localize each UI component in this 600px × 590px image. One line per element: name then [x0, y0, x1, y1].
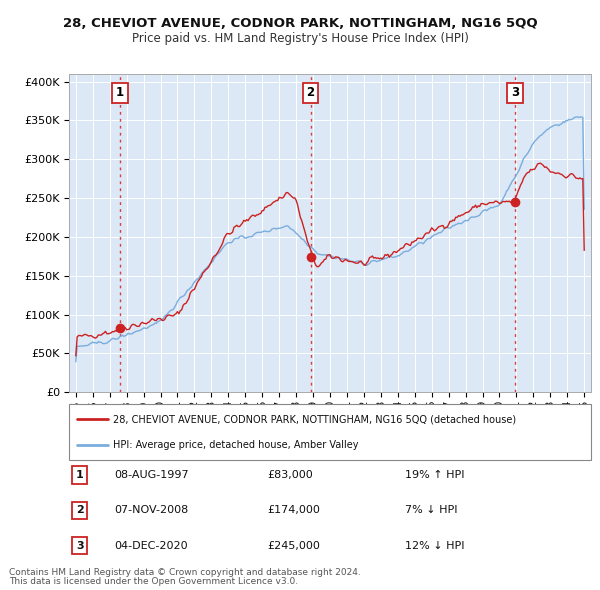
Text: £245,000: £245,000 — [267, 541, 320, 550]
Text: Price paid vs. HM Land Registry's House Price Index (HPI): Price paid vs. HM Land Registry's House … — [131, 32, 469, 45]
Text: 08-AUG-1997: 08-AUG-1997 — [114, 470, 188, 480]
Text: 28, CHEVIOT AVENUE, CODNOR PARK, NOTTINGHAM, NG16 5QQ (detached house): 28, CHEVIOT AVENUE, CODNOR PARK, NOTTING… — [113, 414, 517, 424]
Text: £174,000: £174,000 — [267, 506, 320, 515]
Text: £83,000: £83,000 — [267, 470, 313, 480]
Text: 7% ↓ HPI: 7% ↓ HPI — [405, 506, 458, 515]
Text: 28, CHEVIOT AVENUE, CODNOR PARK, NOTTINGHAM, NG16 5QQ: 28, CHEVIOT AVENUE, CODNOR PARK, NOTTING… — [62, 17, 538, 30]
FancyBboxPatch shape — [69, 404, 591, 460]
Text: 2: 2 — [76, 506, 83, 515]
Text: 07-NOV-2008: 07-NOV-2008 — [114, 506, 188, 515]
Text: 04-DEC-2020: 04-DEC-2020 — [114, 541, 188, 550]
Text: 2: 2 — [307, 86, 314, 99]
Text: 1: 1 — [116, 86, 124, 99]
Text: This data is licensed under the Open Government Licence v3.0.: This data is licensed under the Open Gov… — [9, 576, 298, 586]
Text: 3: 3 — [511, 86, 519, 99]
Text: 12% ↓ HPI: 12% ↓ HPI — [405, 541, 464, 550]
Text: HPI: Average price, detached house, Amber Valley: HPI: Average price, detached house, Ambe… — [113, 440, 359, 450]
Text: 1: 1 — [76, 470, 83, 480]
Text: 3: 3 — [76, 541, 83, 550]
Text: Contains HM Land Registry data © Crown copyright and database right 2024.: Contains HM Land Registry data © Crown c… — [9, 568, 361, 577]
Text: 19% ↑ HPI: 19% ↑ HPI — [405, 470, 464, 480]
